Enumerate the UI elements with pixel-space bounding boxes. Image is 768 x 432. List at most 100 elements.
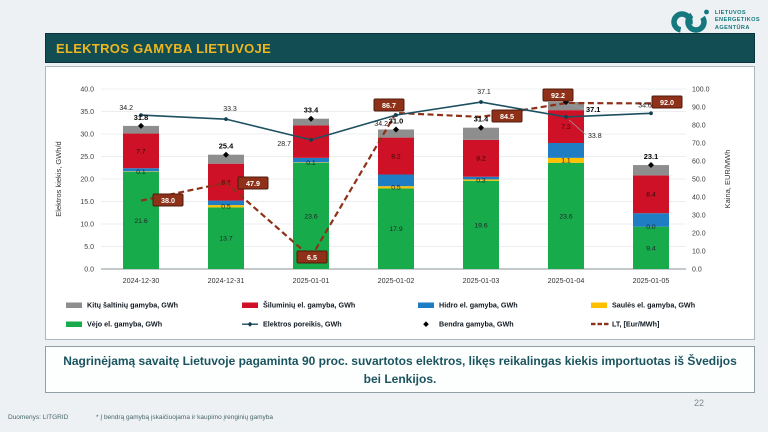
bar-segment-other (378, 129, 414, 138)
demand-value-label: 33.8 (588, 133, 602, 140)
line-value-labels: 34.2 33.3 28.7 34.2 37.1 33.8 34.6 31.8 25.4 33.4… (119, 89, 658, 161)
logo-line-1: LIETUVOS (714, 10, 747, 17)
legend-swatch-diamond (423, 321, 429, 327)
bar-label-thermal: 7.3 (561, 124, 571, 131)
legend-item: Elektros poreikis, GWh (242, 320, 342, 329)
legend-swatch-dash (604, 322, 609, 326)
bar-segment-hydro (463, 176, 499, 180)
bar-segment-solar (463, 179, 499, 181)
logo-line-2: ENERGETIKOS (714, 17, 760, 24)
summary-note-box: Nagrinėjamą savaitę Lietuvoje pagaminta … (45, 346, 755, 393)
price-value-label: 92.0 (660, 98, 674, 107)
price-label-box (542, 88, 574, 102)
legend-label: Kitų šaltinių gamyba, GWh (87, 301, 178, 310)
right-axis-tick: 50.0 (692, 177, 706, 184)
total-marker (223, 151, 229, 158)
right-axis-tick: 20.0 (692, 231, 706, 238)
category-label: 2025-01-01 (293, 276, 330, 285)
legend-item: Hidro el. gamyba, GWh (418, 301, 518, 310)
right-axis-label: Kaina, EUR/MWh (723, 150, 732, 209)
bar-segment-hydro (123, 168, 159, 172)
right-axis-tick: 60.0 (692, 159, 706, 166)
total-value-label: 31.8 (134, 113, 148, 122)
total-value-label: 31.4 (474, 115, 489, 124)
demand-value-label: 28.7 (277, 141, 291, 148)
bar-label-wind: 21.6 (134, 218, 147, 225)
category-label: 2025-01-04 (548, 276, 585, 285)
total-marker (648, 162, 654, 169)
bar-label-wind: 17.9 (389, 226, 402, 233)
price-value-label: 84.5 (500, 112, 514, 121)
category-label: 2025-01-05 (633, 276, 670, 285)
legend-swatch-dash (591, 322, 596, 326)
total-value-label: 33.4 (304, 106, 319, 115)
bar-segment-thermal (463, 139, 499, 177)
legend-item: Šiluminių el. gamyba, GWh (242, 301, 355, 310)
left-axis-tick: 5.0 (84, 244, 94, 251)
lea-logo: LIETUVOS ENERGETIKOS AGENTŪRA (671, 7, 760, 35)
price-label-box (237, 176, 269, 190)
bar-segment-hydro (633, 213, 669, 227)
demand-value-label: 37.1 (477, 89, 491, 96)
category-axis: 2024-12-30 2024-12-31 2025-01-01 2025-01-02… (123, 276, 670, 285)
right-axis-tick: 0.0 (692, 267, 702, 274)
legend-swatch-rect (66, 321, 82, 327)
price-label-box (152, 193, 184, 207)
price-label-boxes: 38.0 47.9 6.5 86.7 84.5 92.2 92.0 (152, 88, 683, 264)
price-label-box (491, 109, 523, 123)
legend-swatch-rect (591, 302, 607, 308)
footnote: * Į bendrą gamybą įskaičiuojama ir kaupi… (96, 414, 274, 421)
demand-marker (309, 137, 313, 142)
chart-card: 0.0 5.0 10.0 15.0 20.0 25.0 30.0 35.0 40.0 0.0 10.… (45, 66, 755, 340)
demand-line (139, 100, 653, 142)
bar-label-thermal: 8.2 (476, 156, 486, 163)
legend-item: LT, [Eur/MWh] (591, 320, 659, 329)
legend-item: Bendra gamyba, GWh (423, 320, 514, 329)
left-axis-tick: 40.0 (80, 87, 94, 94)
bar-segment-hydro (293, 157, 329, 163)
label-leader (568, 103, 585, 110)
bar-label-thermal: 8.4 (646, 192, 656, 199)
price-label-box (651, 95, 683, 109)
legend-label: Elektros poreikis, GWh (263, 320, 342, 329)
demand-value-label: 34.2 (374, 121, 388, 128)
bar-segment-thermal (378, 137, 414, 175)
legend-swatch-rect (242, 302, 258, 308)
demand-marker (394, 113, 398, 117)
bar-label-wind: 19.6 (474, 222, 487, 229)
logo-line-3: AGENTŪRA (714, 24, 750, 31)
bar-segment-other (208, 154, 244, 164)
bar-segment-hydro (378, 174, 414, 187)
right-axis-tick: 30.0 (692, 213, 706, 220)
demand-value-label: 34.6 (638, 102, 652, 109)
total-marker (138, 122, 144, 129)
bar-label-solar: 0.5 (391, 185, 401, 192)
left-axis-tick: 0.0 (84, 267, 94, 274)
production-chart: 0.0 5.0 10.0 15.0 20.0 25.0 30.0 35.0 40.0 0.0 10.… (54, 87, 732, 329)
right-axis-tick: 90.0 (692, 105, 706, 112)
total-marker (393, 126, 399, 133)
bar-segment-wind (548, 162, 584, 269)
category-label: 2025-01-03 (463, 276, 500, 285)
bar-label-solar: 0.0 (646, 224, 656, 231)
bar-label-solar: 0.1 (136, 169, 146, 176)
left-axis-tick: 20.0 (80, 177, 94, 184)
bar-segment-wind (463, 180, 499, 269)
bar-segment-solar (548, 157, 584, 163)
price-value-label: 86.7 (382, 101, 396, 110)
bar-segment-other (633, 165, 669, 176)
total-value-label: 31.0 (389, 117, 403, 126)
bar-label-wind: 13.7 (219, 236, 232, 243)
bar-segment-thermal (123, 133, 159, 169)
legend-label: Hidro el. gamyba, GWh (439, 301, 518, 310)
bar-segment-wind (633, 226, 669, 269)
bar-segment-other (463, 127, 499, 140)
category-label: 2025-01-02 (378, 276, 415, 285)
right-axis-tick: 10.0 (692, 249, 706, 256)
chart-legend: Kitų šaltinių gamyba, GWh Šiluminių el. g… (66, 301, 695, 329)
bar-label-thermal: 7.7 (136, 148, 146, 155)
label-leader (568, 119, 587, 136)
left-axis-tick: 10.0 (80, 222, 94, 229)
summary-note-line-2: bei Lenkijos. (363, 371, 437, 386)
right-axis-tick: 40.0 (692, 195, 706, 202)
